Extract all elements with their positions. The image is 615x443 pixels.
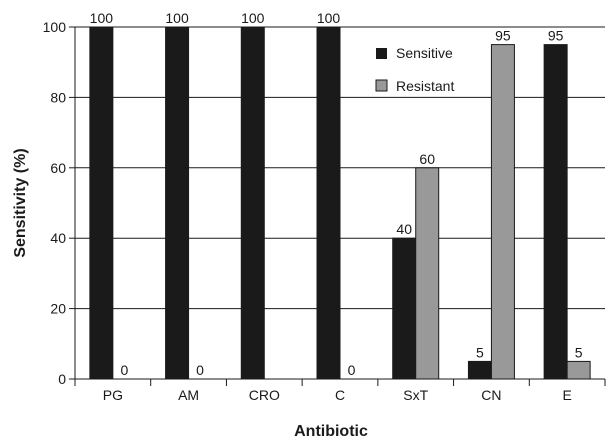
y-tick-labels: 0 20 40 60 80 100	[43, 19, 67, 387]
bar-resistant-e	[566, 360, 591, 380]
bar-sensitive-am	[165, 26, 190, 380]
data-label-resistant-am: 0	[196, 362, 204, 378]
data-label-sensitive-sxt: 40	[396, 221, 412, 237]
data-label-sensitive-cn: 5	[476, 344, 484, 360]
data-label-sensitive-pg: 100	[90, 10, 114, 26]
y-tick-label-20: 20	[50, 301, 66, 317]
bars	[89, 26, 591, 380]
data-label-sensitive-am: 100	[165, 10, 189, 26]
data-label-resistant-pg: 0	[120, 362, 128, 378]
x-tick-label-sxt: SxT	[403, 387, 428, 403]
y-tick-label-0: 0	[58, 371, 66, 387]
bar-sensitive-cn	[467, 360, 492, 380]
bar-sensitive-c	[316, 26, 341, 380]
x-axis-title: Antibiotic	[294, 423, 368, 440]
y-tick-label-80: 80	[50, 89, 66, 105]
axes	[69, 26, 606, 386]
y-tick-label-60: 60	[50, 160, 66, 176]
x-tick-label-am: AM	[178, 387, 199, 403]
bar-sensitive-sxt	[392, 237, 417, 380]
legend-label-resistant: Resistant	[396, 78, 454, 94]
data-labels: 100 0 100 0 100 100 0 40 60 5 95 95 5	[90, 10, 583, 378]
x-tick-label-cn: CN	[481, 387, 501, 403]
legend: Sensitive Resistant	[375, 45, 454, 94]
bar-sensitive-e	[543, 44, 568, 380]
legend-label-sensitive: Sensitive	[396, 45, 453, 61]
bar-resistant-cn	[490, 44, 515, 380]
y-tick-label-40: 40	[50, 230, 66, 246]
legend-swatch-sensitive	[376, 48, 387, 59]
x-tick-label-pg: PG	[103, 387, 123, 403]
y-axis-title: Sensitivity (%)	[12, 148, 29, 257]
bar-sensitive-cro	[240, 26, 265, 380]
x-tick-label-cro: CRO	[249, 387, 280, 403]
x-tick-label-e: E	[562, 387, 571, 403]
data-label-resistant-cn: 95	[495, 28, 511, 44]
data-label-resistant-sxt: 60	[419, 151, 435, 167]
y-tick-label-100: 100	[43, 19, 67, 35]
x-tick-label-c: C	[335, 387, 345, 403]
data-label-sensitive-c: 100	[317, 10, 341, 26]
legend-swatch-resistant	[375, 79, 388, 92]
x-tick-labels: PG AM CRO C SxT CN E	[103, 387, 572, 403]
data-label-sensitive-cro: 100	[241, 10, 265, 26]
data-label-sensitive-e: 95	[548, 28, 564, 44]
data-label-resistant-c: 0	[348, 362, 356, 378]
bar-sensitive-pg	[89, 26, 114, 380]
bar-resistant-sxt	[415, 167, 440, 380]
data-label-resistant-e: 5	[575, 344, 583, 360]
